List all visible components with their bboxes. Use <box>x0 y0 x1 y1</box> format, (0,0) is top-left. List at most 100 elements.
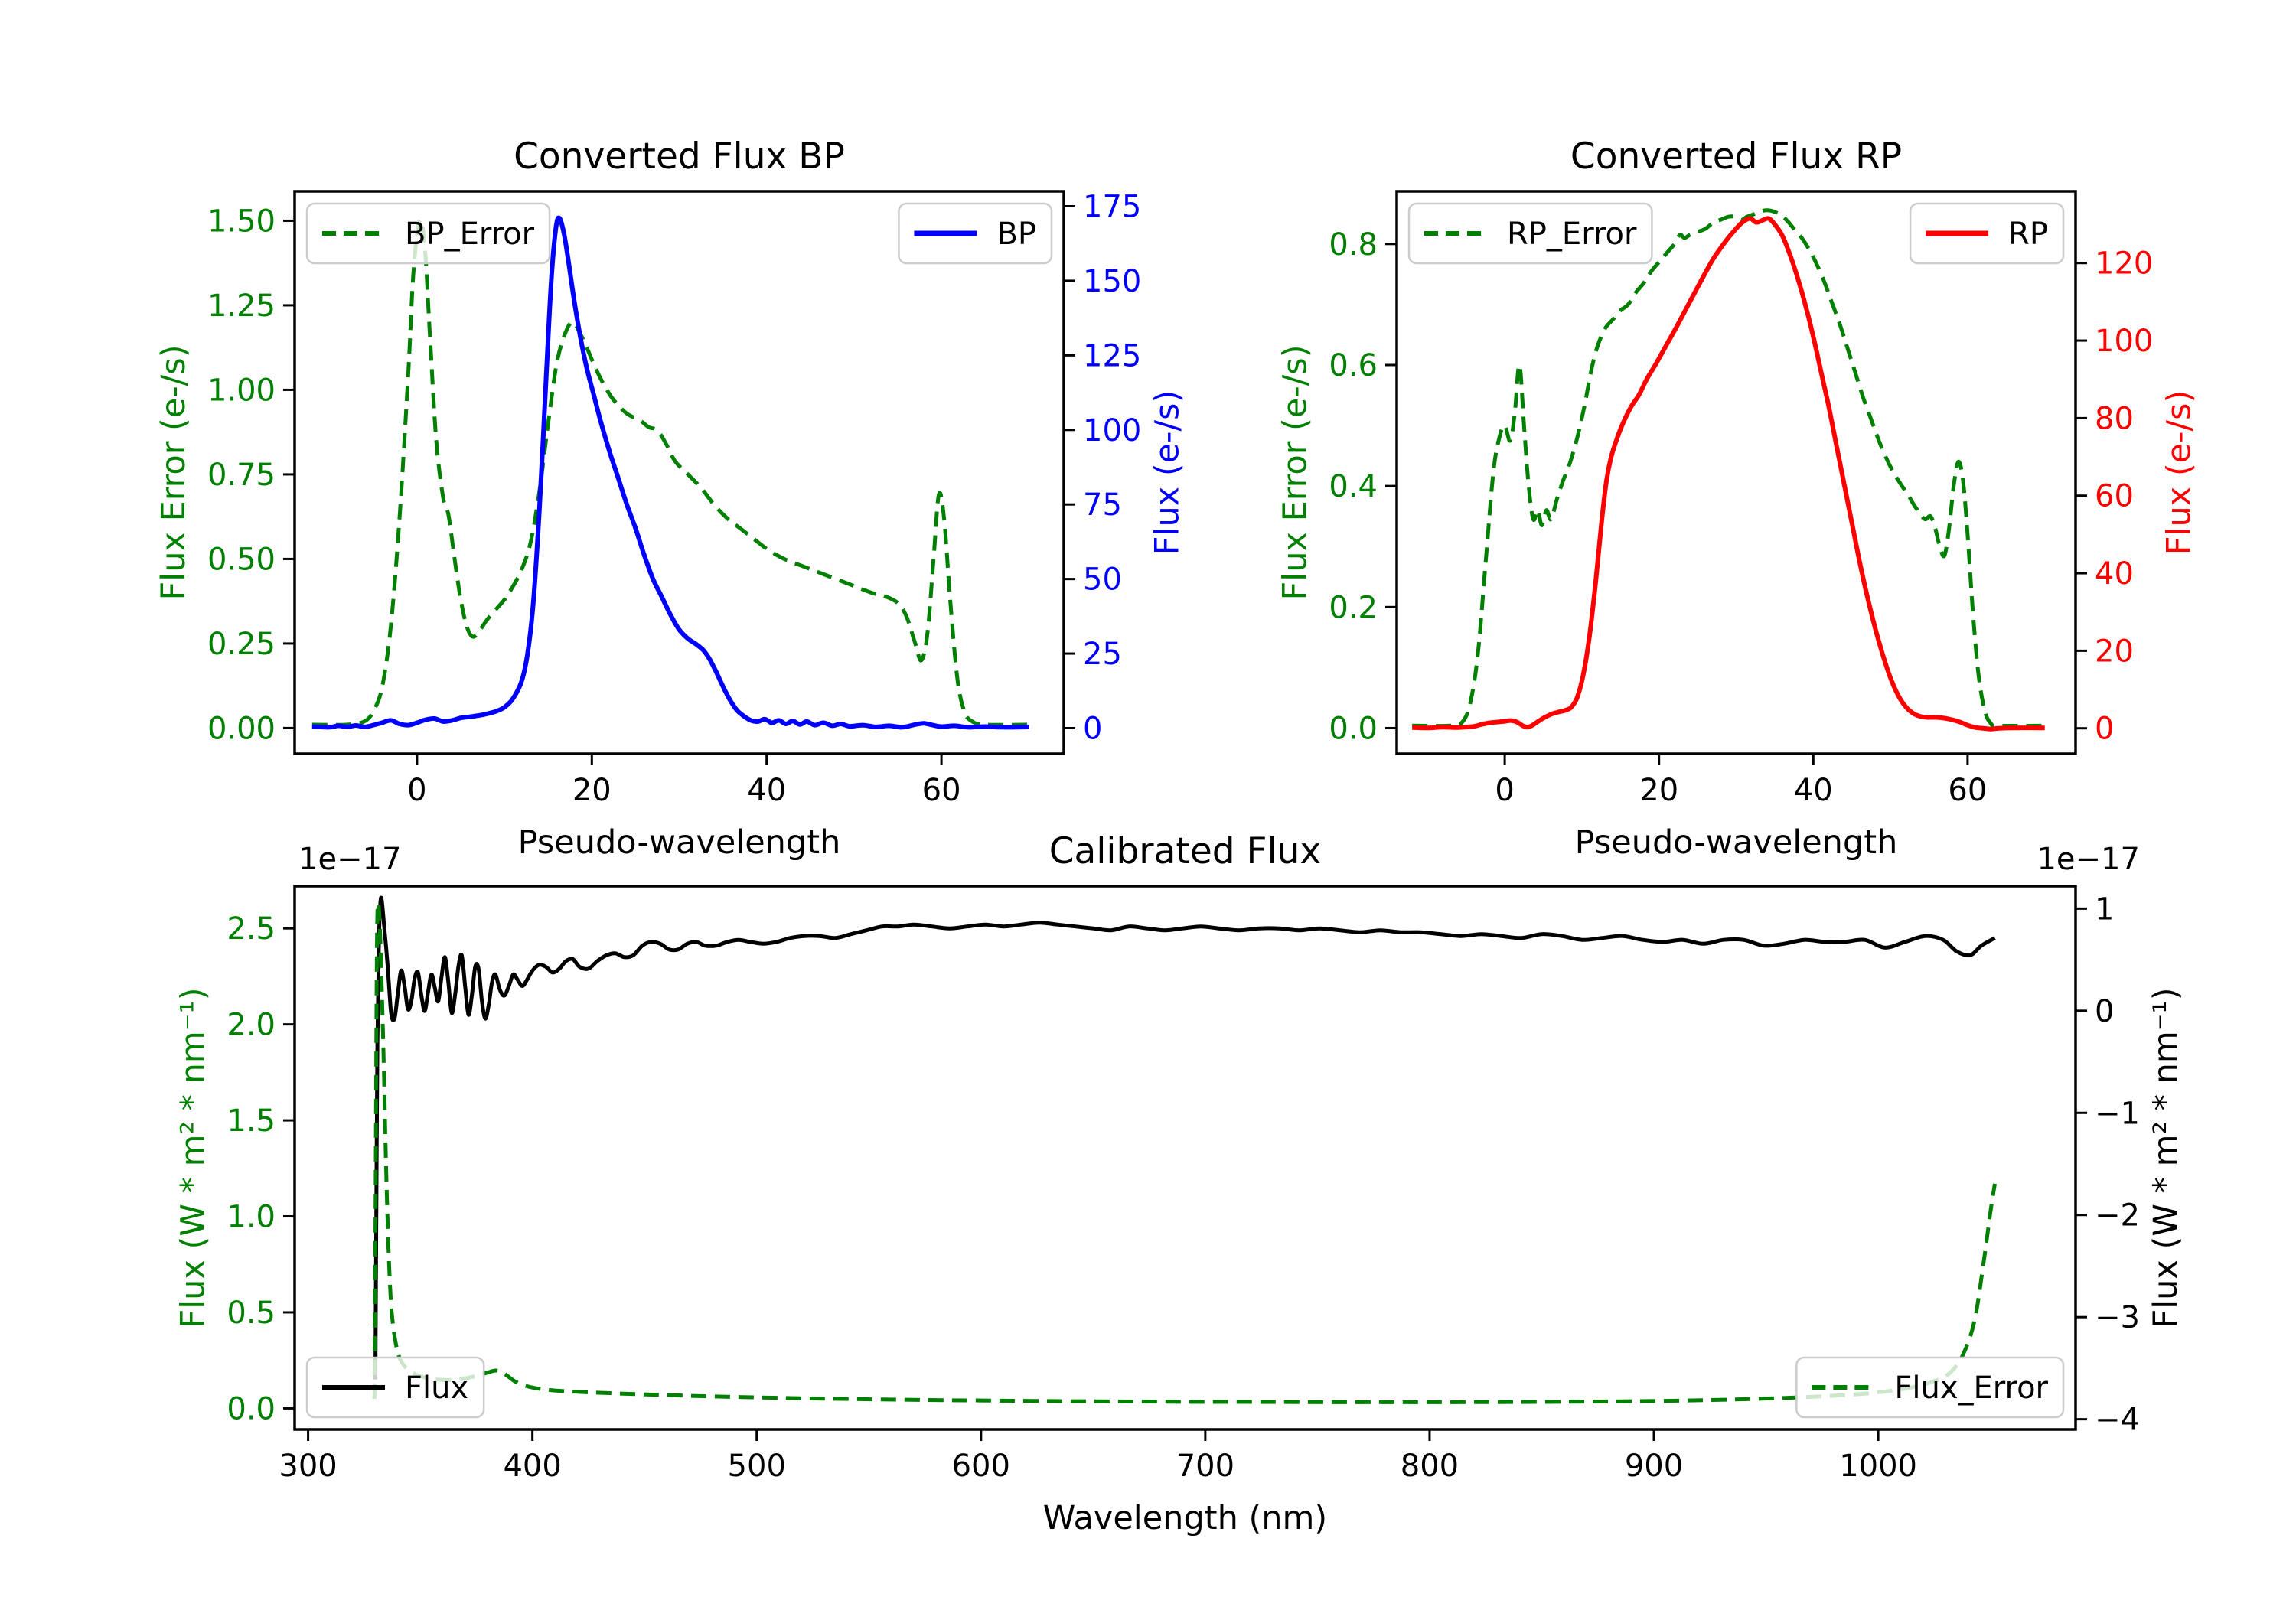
bp-ytick-left-label: 0.00 <box>207 711 276 746</box>
legend-box <box>1407 202 1653 265</box>
rp-xtick-label: 20 <box>1639 773 1678 808</box>
legend-label: Flux <box>405 1371 468 1406</box>
rp-xtick-label: 60 <box>1948 773 1987 808</box>
cal-xlabel: Wavelength (nm) <box>1043 1499 1327 1537</box>
cal-ytick-left-label: 2.5 <box>227 911 276 947</box>
legend-bp-error: BP_Error <box>305 202 551 265</box>
bp-ylabel-right: Flux (e-/s) <box>1148 390 1186 555</box>
cal-xtick-label: 800 <box>1401 1449 1459 1484</box>
bp-error-line <box>311 217 1029 727</box>
rp-ytick-right-label: 120 <box>2095 246 2153 282</box>
cal-offset-right: 1e−17 <box>2037 842 2139 877</box>
bp-plot: 0 20 40 60 0.00 0.25 0.50 0.75 1.00 1.25 1.50 0 25 50… <box>155 135 1186 862</box>
rp-ytick-left-label: 0.4 <box>1329 469 1378 504</box>
cal-xtick-label: 500 <box>728 1449 786 1484</box>
flux-error-line <box>372 901 1997 1404</box>
rp-plot: 0 20 40 60 0.0 0.2 0.4 0.6 0.8 0 20 40 60 80 100 120 Con… <box>1276 135 2198 862</box>
bp-ytick-right-label: 50 <box>1083 562 1122 598</box>
rp-curves <box>1412 208 2045 732</box>
rp-error-line <box>1412 208 2045 729</box>
bp-ytick-left-label: 0.50 <box>207 542 276 577</box>
legend-rp: RP <box>1909 202 2065 265</box>
bp-ytick-left-label: 0.25 <box>207 627 276 662</box>
cal-xtick-label: 400 <box>503 1449 561 1484</box>
rp-ytick-right-label: 0 <box>2095 712 2114 747</box>
rp-ytick-right-label: 40 <box>2095 556 2134 592</box>
bp-ylabel-left: Flux Error (e-/s) <box>155 345 193 601</box>
cal-title: Calibrated Flux <box>1049 830 1322 872</box>
bp-xtick-label: 0 <box>407 773 426 808</box>
legend-box <box>1795 1356 2065 1419</box>
rp-spines <box>1395 190 2077 755</box>
cal-ytick-left-label: 1.5 <box>227 1103 276 1139</box>
legend-flux: Flux <box>305 1356 485 1419</box>
bp-ytick-right-label: 100 <box>1083 413 1141 448</box>
cal-xtick-label: 900 <box>1625 1449 1683 1484</box>
cal-ytick-right-label: −1 <box>2095 1096 2140 1131</box>
bp-ytick-left-label: 0.75 <box>207 458 276 493</box>
bp-curves <box>311 215 1029 730</box>
cal-xtick-label: 300 <box>279 1449 337 1484</box>
bp-ytick-right-label: 0 <box>1083 711 1102 746</box>
cal-ytick-left-label: 0.5 <box>227 1296 276 1331</box>
legend-flux-error: Flux_Error <box>1795 1356 2065 1419</box>
bp-ytick-left-label: 1.25 <box>207 288 276 324</box>
legend-label: RP_Error <box>1507 217 1637 252</box>
bp-xtick-label: 20 <box>572 773 612 808</box>
rp-ylabel-left: Flux Error (e-/s) <box>1276 345 1314 601</box>
bp-ytick-right-label: 150 <box>1083 264 1141 299</box>
bp-xlabel: Pseudo-wavelength <box>518 823 841 862</box>
flux-line <box>373 895 1996 1380</box>
cal-xtick-label: 600 <box>952 1449 1010 1484</box>
rp-ylabel-right: Flux (e-/s) <box>2160 390 2198 555</box>
legend-label: RP <box>2008 217 2048 252</box>
cal-spines <box>293 885 2077 1431</box>
rp-ytick-right-label: 60 <box>2095 479 2134 514</box>
cal-ytick-right-label: −2 <box>2095 1198 2140 1234</box>
legend-box <box>305 202 551 265</box>
bp-ytick-right-label: 25 <box>1083 637 1122 672</box>
cal-curves <box>372 895 1997 1404</box>
bp-ytick-right-label: 125 <box>1083 338 1141 373</box>
bp-ytick-left-label: 1.00 <box>207 373 276 408</box>
legend-label: BP_Error <box>405 217 535 252</box>
cal-offset-left: 1e−17 <box>298 842 401 877</box>
rp-ytick-right-label: 20 <box>2095 634 2134 669</box>
bp-ytick-left-label: 1.50 <box>207 204 276 239</box>
cal-ytick-right-label: 1 <box>2095 892 2114 927</box>
rp-line <box>1412 216 2045 732</box>
rp-title: Converted Flux RP <box>1570 135 1902 178</box>
rp-xtick-label: 0 <box>1495 773 1514 808</box>
bp-line <box>311 215 1029 730</box>
cal-ylabel-left: Flux (W * m² * nm⁻¹) <box>174 988 212 1328</box>
cal-plot: 300 400 500 600 700 800 900 1000 0.0 0.5 1.0 1.5 2.0… <box>174 830 2185 1537</box>
cal-ytick-right-label: −3 <box>2095 1300 2140 1335</box>
legend-label: Flux_Error <box>1894 1371 2048 1406</box>
bp-xtick-label: 60 <box>922 773 961 808</box>
bp-xtick-label: 40 <box>747 773 786 808</box>
cal-ytick-left-label: 2.0 <box>227 1008 276 1043</box>
legend-box <box>305 1356 485 1419</box>
cal-ytick-right-label: 0 <box>2095 994 2114 1029</box>
cal-ytick-left-label: 0.0 <box>227 1391 276 1426</box>
rp-ytick-left-label: 0.6 <box>1329 348 1378 383</box>
rp-xtick-label: 40 <box>1794 773 1833 808</box>
rp-ytick-right-label: 80 <box>2095 401 2134 436</box>
rp-xlabel: Pseudo-wavelength <box>1575 823 1898 862</box>
rp-ytick-left-label: 0.0 <box>1329 711 1378 746</box>
legend-bp: BP <box>898 202 1053 265</box>
bp-title: Converted Flux BP <box>514 135 845 178</box>
rp-ytick-right-label: 100 <box>2095 324 2153 359</box>
rp-ytick-left-label: 0.8 <box>1329 227 1378 262</box>
cal-xtick-label: 700 <box>1176 1449 1234 1484</box>
rp-ytick-left-label: 0.2 <box>1329 590 1378 625</box>
cal-ytick-right-label: −4 <box>2095 1403 2140 1438</box>
bp-ytick-right-label: 175 <box>1083 189 1141 224</box>
legend-rp-error: RP_Error <box>1407 202 1653 265</box>
bp-spines <box>293 190 1065 755</box>
cal-ytick-left-label: 1.0 <box>227 1200 276 1235</box>
legend-label: BP <box>996 217 1036 252</box>
bp-ytick-right-label: 75 <box>1083 487 1122 523</box>
